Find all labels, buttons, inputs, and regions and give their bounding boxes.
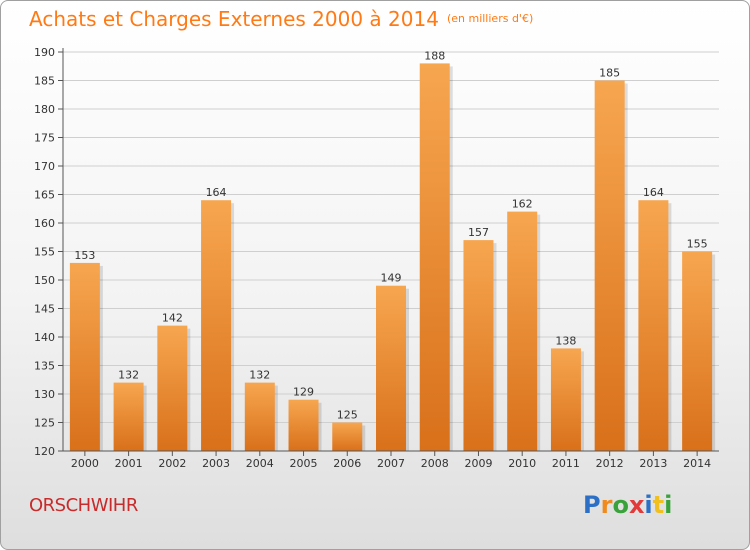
x-tick-label: 2013 bbox=[639, 457, 667, 470]
logo-letter: r bbox=[600, 491, 613, 519]
bar bbox=[463, 240, 494, 451]
bar bbox=[419, 63, 450, 452]
x-tick-label: 2005 bbox=[290, 457, 318, 470]
bar-value-label: 157 bbox=[468, 226, 489, 239]
y-tick-label: 190 bbox=[34, 46, 55, 59]
x-tick-label: 2014 bbox=[683, 457, 711, 470]
y-tick-label: 145 bbox=[34, 303, 55, 316]
bar-value-label: 125 bbox=[337, 409, 358, 422]
y-tick-label: 180 bbox=[34, 103, 55, 116]
y-tick-label: 135 bbox=[34, 360, 55, 373]
chart-unit: (en milliers d'€) bbox=[446, 12, 534, 25]
chart-title: Achats et Charges Externes 2000 à 2014 (e… bbox=[29, 7, 533, 31]
bar-value-label: 185 bbox=[599, 67, 620, 80]
bar-value-label: 188 bbox=[424, 49, 445, 62]
bar bbox=[638, 200, 669, 451]
bar-group: 153 132 142 164 132 129 125 149 188 157 162 138 185 1… bbox=[69, 49, 716, 452]
y-tick-label: 185 bbox=[34, 75, 55, 88]
bar bbox=[332, 422, 363, 451]
bar-value-label: 132 bbox=[249, 369, 270, 382]
bar bbox=[594, 80, 625, 451]
chart-title-text: Achats et Charges Externes 2000 à 2014 bbox=[29, 7, 439, 31]
bar bbox=[288, 399, 319, 451]
bar-value-label: 142 bbox=[162, 312, 183, 325]
bar-value-label: 132 bbox=[118, 369, 139, 382]
x-tick-label: 2001 bbox=[115, 457, 143, 470]
x-tick-label: 2012 bbox=[596, 457, 624, 470]
x-tick-label: 2003 bbox=[202, 457, 230, 470]
bar bbox=[376, 285, 406, 451]
logo-letter: o bbox=[612, 491, 629, 519]
logo-letter: P bbox=[583, 491, 601, 519]
y-tick-label: 160 bbox=[34, 217, 55, 230]
bar bbox=[113, 382, 144, 451]
bar bbox=[507, 211, 538, 451]
bar-value-label: 138 bbox=[555, 334, 576, 347]
bar-value-label: 129 bbox=[293, 386, 314, 399]
x-tick-label: 2004 bbox=[246, 457, 274, 470]
bar bbox=[550, 348, 581, 451]
place-name: ORSCHWIHR bbox=[29, 495, 138, 516]
y-tick-label: 125 bbox=[34, 417, 55, 430]
proxiti-logo: Proxiti bbox=[583, 491, 672, 519]
bar-value-label: 149 bbox=[381, 272, 402, 285]
bar-value-label: 155 bbox=[687, 238, 708, 251]
x-tick-label: 2006 bbox=[333, 457, 361, 470]
y-tick-label: 120 bbox=[34, 445, 55, 458]
x-tick-label: 2007 bbox=[377, 457, 405, 470]
logo-letter: t bbox=[652, 491, 665, 519]
bar bbox=[682, 251, 713, 451]
x-tick-label: 2010 bbox=[508, 457, 536, 470]
x-tick-label: 2011 bbox=[552, 457, 580, 470]
y-tick-label: 170 bbox=[34, 160, 55, 173]
bar-value-label: 164 bbox=[643, 186, 664, 199]
y-tick-label: 175 bbox=[34, 132, 55, 145]
x-tick-label: 2000 bbox=[71, 457, 99, 470]
x-tick-label: 2009 bbox=[464, 457, 492, 470]
axes: 120 125 130 135 140 145 150 155 160 165 170 175 180 1… bbox=[34, 46, 719, 470]
bar bbox=[201, 200, 232, 451]
bar bbox=[69, 262, 100, 451]
y-tick-label: 140 bbox=[34, 331, 55, 344]
bar bbox=[244, 382, 275, 451]
x-tick-label: 2002 bbox=[158, 457, 186, 470]
y-tick-label: 155 bbox=[34, 246, 55, 259]
y-tick-label: 130 bbox=[34, 388, 55, 401]
logo-letter: i bbox=[644, 491, 653, 519]
bar bbox=[157, 325, 188, 451]
y-tick-label: 150 bbox=[34, 274, 55, 287]
bar-value-label: 164 bbox=[206, 186, 227, 199]
bar-value-label: 162 bbox=[512, 198, 533, 211]
bar-value-label: 153 bbox=[74, 249, 95, 262]
logo-letter: x bbox=[628, 491, 645, 519]
x-tick-label: 2008 bbox=[421, 457, 449, 470]
y-tick-label: 165 bbox=[34, 189, 55, 202]
logo-letter: i bbox=[664, 491, 673, 519]
